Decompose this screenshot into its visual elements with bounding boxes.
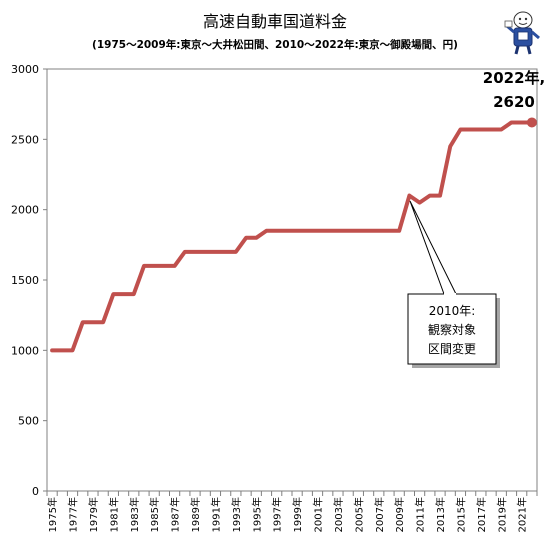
chart-subtitle: (1975〜2009年:東京〜大井松田間、2010〜2022年:東京〜御殿場間、… xyxy=(92,38,458,51)
x-tick-label: 1999年 xyxy=(291,497,304,532)
x-tick-label: 1989年 xyxy=(189,497,202,532)
x-tick-label: 1975年 xyxy=(46,497,59,532)
x-tick-label: 2015年 xyxy=(454,497,467,532)
y-axis-ticks: 0 500 1000 1500 2000 2500 3000 xyxy=(11,63,47,498)
chart-title: 高速自動車国道料金 xyxy=(203,12,347,31)
axes xyxy=(46,68,538,492)
series-group xyxy=(50,117,537,353)
x-tick-label: 1979年 xyxy=(87,497,100,532)
x-tick-label: 2003年 xyxy=(332,497,345,532)
x-tick-label: 1995年 xyxy=(250,497,263,532)
x-tick-label: 1993年 xyxy=(230,497,243,532)
y-tick-label: 1500 xyxy=(11,274,39,287)
x-tick-label: 2011年 xyxy=(414,497,427,532)
y-tick-label: 2000 xyxy=(11,204,39,217)
x-tick-label: 2019年 xyxy=(495,497,508,532)
x-tick-label: 1985年 xyxy=(148,497,161,532)
y-tick-label: 2500 xyxy=(11,133,39,146)
callout: 2010年: 観察対象 区間変更 xyxy=(407,200,500,368)
y-tick-label: 3000 xyxy=(11,63,39,76)
x-tick-label: 1977年 xyxy=(67,497,80,532)
last-point-label-year: 2022年, xyxy=(483,69,545,87)
y-tick-label: 1000 xyxy=(11,344,39,357)
x-tick-label: 2021年 xyxy=(516,497,529,532)
callout-box xyxy=(407,293,497,365)
x-tick-label: 1987年 xyxy=(169,497,182,532)
callout-line-1: 2010年: xyxy=(429,304,476,318)
mascot-illustration-icon xyxy=(504,11,540,55)
x-axis-ticks: 1975年 1977年 1979年 1981年 1983年 1985年 1987年 1989年… xyxy=(46,491,538,532)
last-data-point xyxy=(526,117,537,128)
x-tick-label: 2017年 xyxy=(475,497,488,532)
x-tick-label: 2001年 xyxy=(312,497,325,532)
x-tick-label: 2005年 xyxy=(352,497,365,532)
x-tick-label: 2013年 xyxy=(434,497,447,532)
plot-area-border xyxy=(46,68,538,492)
y-tick-label: 0 xyxy=(32,485,39,498)
x-tick-label: 1997年 xyxy=(271,497,284,532)
last-point-label-value: 2620 xyxy=(493,93,535,111)
x-tick-label: 1981年 xyxy=(107,497,120,532)
series-line xyxy=(50,120,534,353)
x-tick-label: 1983年 xyxy=(128,497,141,532)
x-tick-label: 2009年 xyxy=(393,497,406,532)
x-tick-label: 1991年 xyxy=(209,497,222,532)
callout-line-3: 区間変更 xyxy=(428,341,476,356)
y-tick-label: 500 xyxy=(18,415,39,428)
callout-line-2: 観察対象 xyxy=(428,323,476,337)
x-tick-label: 2007年 xyxy=(373,497,386,532)
